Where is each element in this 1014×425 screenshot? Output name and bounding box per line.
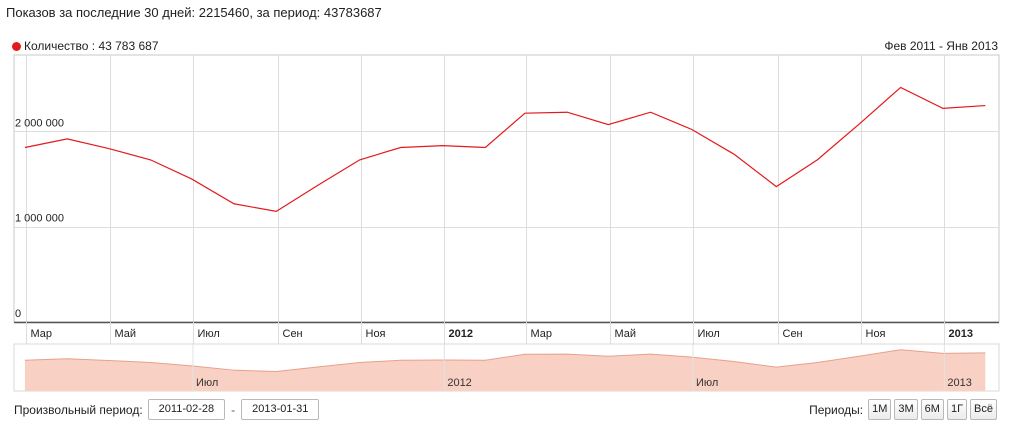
x-axis-band bbox=[14, 322, 999, 344]
y-tick-label: 2 000 000 bbox=[15, 117, 64, 129]
x-tick-label: Сен bbox=[783, 328, 803, 340]
y-tick-label: 0 bbox=[15, 308, 21, 320]
x-tick-label: Май bbox=[115, 328, 137, 340]
data-point bbox=[275, 210, 278, 213]
x-tick-label: Ноя bbox=[866, 328, 886, 340]
navigator-tick-label: Июл bbox=[196, 377, 218, 389]
y-axis-labels: 0 1 000 000 2 000 000 bbox=[15, 117, 64, 320]
navigator[interactable]: Июл 2012 Июл 2013 bbox=[13, 343, 1000, 392]
period-1y-button[interactable]: 1Г bbox=[946, 399, 968, 420]
data-point bbox=[775, 185, 778, 188]
data-point bbox=[984, 104, 987, 107]
summary-period-value: 43783687 bbox=[323, 5, 382, 20]
summary-last30-value: 2215460 bbox=[198, 5, 250, 20]
x-tick-label: Мар bbox=[31, 328, 53, 340]
data-point bbox=[649, 111, 652, 114]
data-point bbox=[732, 153, 735, 156]
custom-period-label: Произвольный период: bbox=[14, 402, 143, 417]
x-tick-label: 2012 bbox=[449, 328, 473, 340]
x-axis: Мар Май Июл Сен Ноя 2012 Мар Май Июл Сен Ноя 2013 bbox=[14, 321, 999, 344]
data-point bbox=[523, 112, 526, 115]
main-series bbox=[23, 86, 987, 213]
data-point bbox=[149, 158, 152, 161]
x-tick-label: Ноя bbox=[366, 328, 386, 340]
data-point bbox=[484, 146, 487, 149]
x-tick-label: Июл bbox=[198, 328, 220, 340]
data-point bbox=[941, 107, 944, 110]
date-separator: - bbox=[231, 402, 236, 417]
plot-area bbox=[13, 54, 1000, 323]
data-point bbox=[23, 146, 26, 149]
navigator-tick-label: 2013 bbox=[947, 377, 971, 389]
data-point bbox=[232, 202, 235, 205]
navigator-area bbox=[24, 349, 986, 391]
date-to-input[interactable]: 2013-01-31 bbox=[241, 399, 320, 420]
period-6m-button[interactable]: 6М bbox=[920, 399, 944, 420]
data-point bbox=[816, 158, 819, 161]
data-point bbox=[190, 177, 193, 180]
y-tick-label: 1 000 000 bbox=[15, 213, 64, 225]
data-point bbox=[358, 158, 361, 161]
periods-label: Периоды: bbox=[809, 402, 864, 417]
navigator-line bbox=[24, 349, 986, 373]
data-point bbox=[690, 128, 693, 131]
x-tick-label: Мар bbox=[531, 328, 553, 340]
x-tick-label: Май bbox=[615, 328, 637, 340]
date-from-input[interactable]: 2011-02-28 bbox=[147, 399, 226, 420]
data-point bbox=[316, 184, 319, 187]
data-point bbox=[441, 144, 444, 147]
series-line bbox=[24, 86, 986, 213]
period-all-button[interactable]: Всё bbox=[970, 399, 997, 420]
date-range-label: Фев 2011 - Янв 2013 bbox=[884, 39, 998, 53]
main-grid bbox=[13, 54, 1000, 323]
period-3m-button[interactable]: 3М bbox=[894, 399, 918, 420]
data-point bbox=[107, 147, 110, 150]
data-point bbox=[566, 111, 569, 114]
data-point bbox=[66, 137, 69, 140]
x-tick-label: Сен bbox=[283, 328, 303, 340]
data-point bbox=[858, 122, 861, 125]
page-title: Показов за последние 30 дней: 2215460, з… bbox=[6, 5, 382, 20]
navigator-tick-label: Июл bbox=[696, 377, 718, 389]
legend-label: Количество : 43 783 687 bbox=[24, 39, 159, 53]
summary-period-label: , за период: bbox=[249, 5, 321, 20]
data-point bbox=[607, 123, 610, 126]
x-tick-label: 2013 bbox=[949, 328, 973, 340]
chart-legend[interactable]: Количество : 43 783 687 bbox=[12, 39, 159, 53]
summary-last30-label: Показов за последние 30 дней: bbox=[6, 5, 196, 20]
data-point bbox=[899, 86, 902, 89]
custom-period-controls: Произвольный период: 2011-02-28 - 2013-0… bbox=[14, 399, 320, 420]
data-point bbox=[399, 146, 402, 149]
navigator-tick-label: 2012 bbox=[447, 377, 471, 389]
x-tick-label: Июл bbox=[698, 328, 720, 340]
period-buttons: Периоды: 1М 3М 6М 1Г Всё bbox=[809, 399, 997, 420]
period-1m-button[interactable]: 1М bbox=[868, 399, 892, 420]
legend-dot-icon bbox=[12, 41, 21, 51]
